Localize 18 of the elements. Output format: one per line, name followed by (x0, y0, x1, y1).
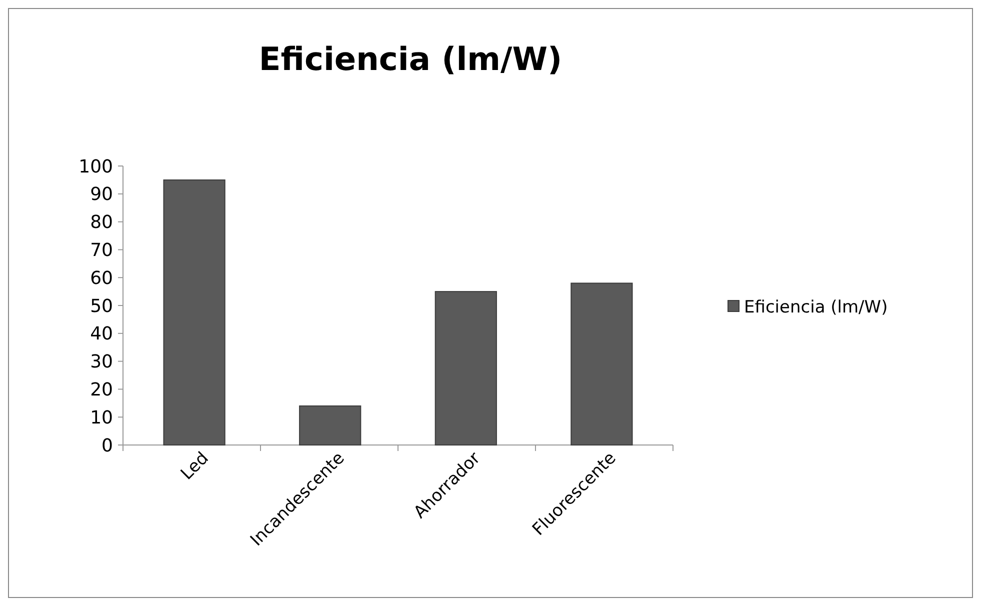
y-tick-label: 40 (90, 324, 113, 345)
bar (163, 179, 226, 446)
y-tick-label: 10 (90, 407, 113, 428)
y-tick-label: 80 (90, 212, 113, 234)
y-tick-label: 50 (90, 296, 113, 317)
y-tick-label: 20 (90, 380, 113, 400)
y-tick-label: 0 (102, 435, 113, 456)
legend-label: Eficiencia (lm/W) (744, 297, 888, 318)
bar (434, 291, 497, 446)
y-tick-label: 30 (90, 352, 113, 373)
bar (299, 405, 362, 446)
y-tick-label: 100 (78, 156, 113, 178)
y-tick-label: 90 (90, 184, 113, 206)
x-tick-label: Led (177, 448, 213, 484)
bar (570, 282, 633, 446)
chart-title: Eficiencia (lm/W) (258, 40, 562, 78)
y-tick-label: 70 (90, 240, 113, 261)
y-tick-label: 60 (90, 268, 113, 289)
